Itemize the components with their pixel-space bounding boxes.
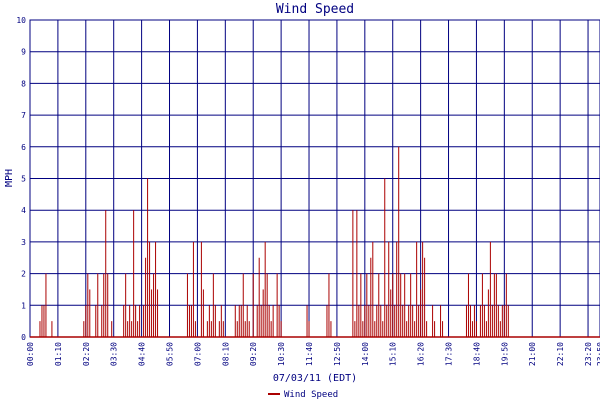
- y-tick-labels: 0 1 2 3 4 5 6 7 8 9 10: [16, 16, 26, 342]
- x-tick-label: 05:50: [166, 342, 175, 366]
- x-tick-label: 10:30: [277, 342, 286, 366]
- y-tick-label: 5: [21, 175, 26, 184]
- y-tick-label: 10: [16, 16, 26, 25]
- y-tick-label: 4: [21, 206, 26, 215]
- x-tick-label: 19:50: [500, 342, 509, 366]
- x-tick-label: 23:20: [584, 342, 593, 366]
- chart-title: Wind Speed: [276, 2, 354, 17]
- bars-layer: [30, 146, 600, 338]
- x-tick-label: 15:10: [389, 342, 398, 366]
- x-axis-label: 07/03/11 (EDT): [273, 373, 357, 384]
- x-tick-labels: 00:00 01:10 02:20 03:30 04:40 05:50 07:00 08:10…: [26, 342, 600, 366]
- y-tick-label: 6: [21, 143, 26, 152]
- y-tick-label: 0: [21, 333, 26, 342]
- y-tick-label: 1: [21, 301, 26, 310]
- x-tick-label: 17:30: [445, 342, 454, 366]
- x-tick-label: 03:30: [110, 342, 119, 366]
- x-tick-label: 16:20: [417, 342, 426, 366]
- x-tick-label: 02:20: [82, 342, 91, 366]
- x-tick-label: 01:10: [54, 342, 63, 366]
- x-tick-label: 00:00: [26, 342, 35, 366]
- legend-label: Wind Speed: [284, 390, 338, 400]
- x-tick-label: 09:20: [249, 342, 258, 366]
- x-tick-label: 23:50: [596, 342, 600, 366]
- x-tick-label: 07:00: [193, 342, 202, 366]
- x-tick-label: 18:40: [472, 342, 481, 366]
- y-tick-label: 8: [21, 79, 26, 88]
- x-tick-label: 08:10: [221, 342, 230, 366]
- x-tick-label: 21:00: [528, 342, 537, 366]
- x-tick-label: 22:10: [556, 342, 565, 366]
- x-tick-label: 12:50: [333, 342, 342, 366]
- y-tick-label: 7: [21, 111, 26, 120]
- y-axis-label: MPH: [4, 169, 15, 187]
- y-tick-label: 9: [21, 48, 26, 57]
- grid-lines: [29, 19, 600, 338]
- x-tick-label: 04:40: [138, 342, 147, 366]
- x-tick-label: 14:00: [361, 342, 370, 366]
- x-tick-label: 11:40: [305, 342, 314, 366]
- legend: Wind Speed: [268, 390, 338, 400]
- y-tick-label: 2: [21, 270, 26, 279]
- y-tick-label: 3: [21, 238, 26, 247]
